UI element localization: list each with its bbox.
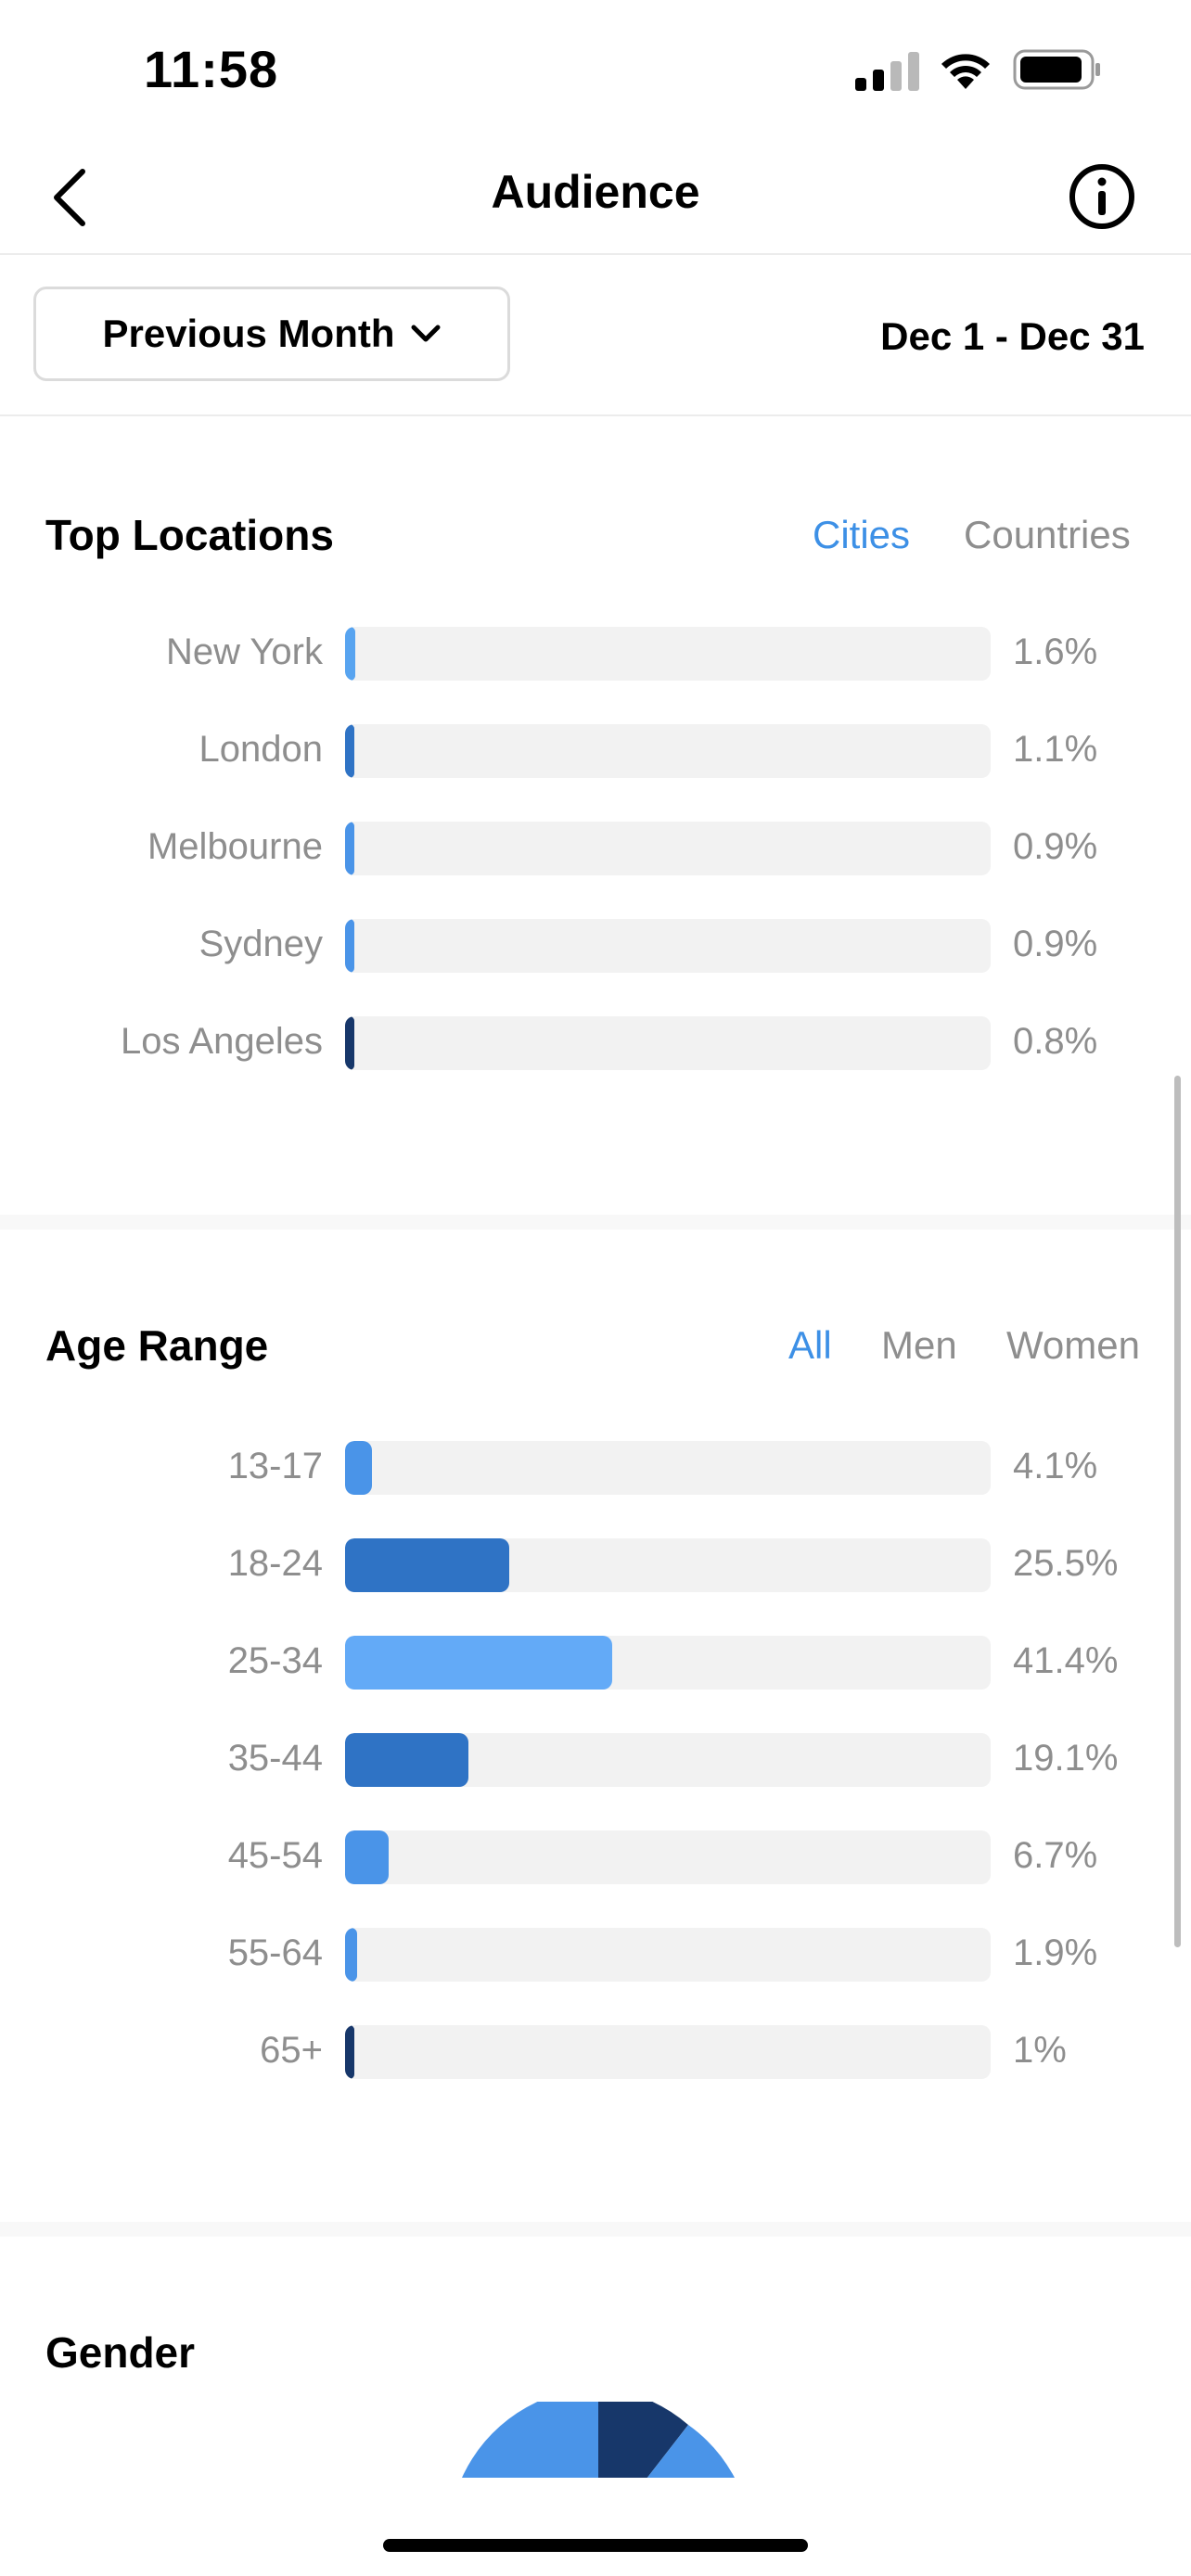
bar-fill <box>345 1830 389 1884</box>
bar-track <box>345 1441 991 1495</box>
row-value: 1.6% <box>1013 631 1098 672</box>
row-value: 1% <box>1013 2030 1067 2071</box>
row-label: 25-34 <box>227 1640 323 1681</box>
bar-track <box>345 1538 991 1592</box>
row-label: Los Angeles <box>121 1021 323 1062</box>
page-title: Audience <box>491 166 700 218</box>
row-value: 41.4% <box>1013 1640 1119 1681</box>
age-range-title: Age Range <box>45 1321 269 1370</box>
gender-chart <box>462 2402 735 2478</box>
home-indicator[interactable] <box>383 2539 808 2552</box>
bar-fill <box>345 2025 354 2079</box>
gender-other-slice <box>647 2425 735 2478</box>
row-label: Melbourne <box>147 826 323 867</box>
row-label: Sydney <box>198 924 323 964</box>
row-value: 0.9% <box>1013 924 1098 964</box>
gender-men-slice <box>598 2402 688 2478</box>
row-label: New York <box>166 631 323 672</box>
tab-men[interactable]: Men <box>881 1323 957 1367</box>
tab-all[interactable]: All <box>788 1323 832 1367</box>
bar-fill <box>345 724 354 778</box>
row-value: 25.5% <box>1013 1543 1119 1584</box>
chevron-down-icon <box>411 325 441 342</box>
bar-fill <box>345 822 354 875</box>
row-label: 65+ <box>260 2030 323 2071</box>
bar-track <box>345 1636 991 1690</box>
tab-countries[interactable]: Countries <box>964 513 1131 556</box>
row-label: 45-54 <box>227 1835 323 1876</box>
bar-fill <box>345 1733 468 1787</box>
row-label: 35-44 <box>227 1738 323 1779</box>
row-label: 18-24 <box>227 1543 323 1584</box>
gender-title: Gender <box>45 2328 196 2377</box>
status-bar: 11:58 <box>0 0 1191 139</box>
bar-fill <box>345 1928 358 1982</box>
row-value: 19.1% <box>1013 1738 1119 1779</box>
top-locations-title: Top Locations <box>45 511 334 559</box>
gender-women-slice <box>462 2402 598 2478</box>
row-value: 6.7% <box>1013 1835 1098 1876</box>
bar-fill <box>345 1441 372 1495</box>
bar-track <box>345 627 991 681</box>
bar-fill <box>345 1636 613 1690</box>
bar-track <box>345 724 991 778</box>
scroll-indicator[interactable] <box>1174 1076 1181 1947</box>
status-time: 11:58 <box>144 40 279 98</box>
chevron-left-icon <box>54 169 85 226</box>
bar-track <box>345 822 991 875</box>
bar-fill <box>345 1016 354 1070</box>
nav-bar: Audience <box>0 139 1191 255</box>
bar-track <box>345 1733 991 1787</box>
filter-bar: Previous Month Dec 1 - Dec 31 <box>0 257 1191 416</box>
period-dropdown[interactable]: Previous Month <box>33 287 510 381</box>
row-value: 1.9% <box>1013 1932 1098 1973</box>
section-divider <box>0 1215 1191 1230</box>
bar-track <box>345 2025 991 2079</box>
battery-icon <box>1013 49 1100 90</box>
wifi-icon <box>941 54 990 89</box>
bar-track <box>345 1016 991 1070</box>
info-icon[interactable] <box>1065 159 1139 234</box>
row-value: 0.8% <box>1013 1021 1098 1062</box>
period-dropdown-label: Previous Month <box>102 312 395 355</box>
bar-fill <box>345 919 354 973</box>
row-value: 1.1% <box>1013 729 1098 770</box>
row-label: London <box>198 729 323 770</box>
date-range: Dec 1 - Dec 31 <box>880 314 1145 358</box>
tab-cities[interactable]: Cities <box>813 513 911 556</box>
signal-icon <box>855 52 919 91</box>
back-button[interactable] <box>37 156 102 239</box>
tab-women[interactable]: Women <box>1006 1323 1140 1367</box>
bar-fill <box>345 627 356 681</box>
bar-fill <box>345 1538 510 1592</box>
bar-track <box>345 919 991 973</box>
row-label: 55-64 <box>227 1932 323 1973</box>
section-divider <box>0 2222 1191 2237</box>
bar-track <box>345 1928 991 1982</box>
bar-track <box>345 1830 991 1884</box>
row-label: 13-17 <box>227 1446 323 1486</box>
row-value: 4.1% <box>1013 1446 1098 1486</box>
row-value: 0.9% <box>1013 826 1098 867</box>
